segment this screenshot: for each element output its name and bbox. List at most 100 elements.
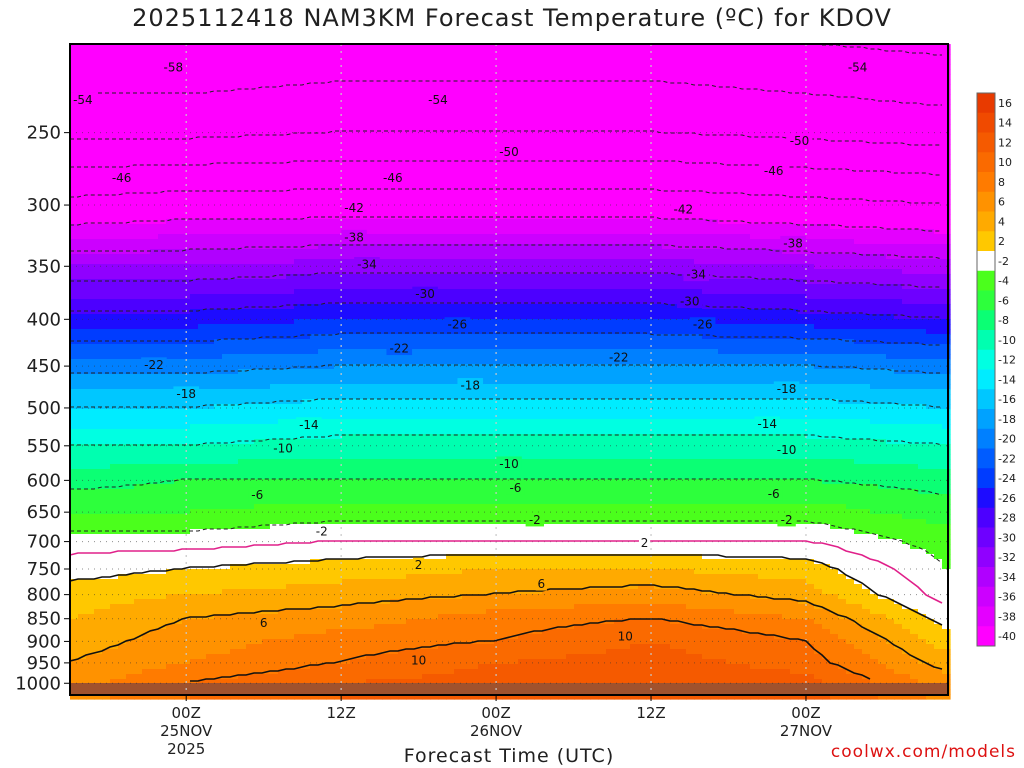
field-cell <box>470 209 479 215</box>
field-cell <box>438 174 447 180</box>
field-cell <box>630 94 639 100</box>
field-cell <box>350 184 359 190</box>
field-cell <box>638 184 647 190</box>
field-cell <box>846 134 855 140</box>
field-cell <box>190 224 199 230</box>
field-cell <box>302 189 311 195</box>
field-cell <box>806 164 815 170</box>
field-cell <box>134 169 143 175</box>
field-cell <box>710 189 719 195</box>
field-cell <box>334 244 343 250</box>
field-cell <box>286 74 295 80</box>
field-cell <box>926 204 935 210</box>
field-cell <box>102 144 111 150</box>
field-cell <box>918 104 927 110</box>
field-cell <box>926 104 935 110</box>
field-cell <box>614 154 623 160</box>
field-cell <box>646 149 655 155</box>
field-cell <box>526 264 535 270</box>
field-cell <box>526 244 535 250</box>
field-cell <box>310 194 319 200</box>
field-cell <box>350 169 359 175</box>
field-cell <box>134 79 143 85</box>
field-cell <box>518 204 527 210</box>
field-cell <box>102 124 111 130</box>
field-cell <box>686 164 695 170</box>
field-cell <box>926 109 935 115</box>
field-cell <box>150 164 159 170</box>
field-cell <box>454 119 463 125</box>
field-cell <box>590 194 599 200</box>
field-cell <box>702 109 711 115</box>
field-cell <box>390 229 399 235</box>
field-cell <box>534 89 543 95</box>
field-cell <box>70 74 79 80</box>
field-cell <box>750 209 759 215</box>
field-cell <box>430 234 439 240</box>
field-cell <box>534 94 543 100</box>
field-cell <box>622 209 631 215</box>
field-cell <box>806 74 815 80</box>
field-cell <box>822 94 831 100</box>
field-cell <box>78 229 87 235</box>
field-cell <box>422 79 431 85</box>
field-cell <box>422 139 431 145</box>
field-cell <box>510 239 519 245</box>
field-cell <box>870 104 879 110</box>
field-cell <box>454 109 463 115</box>
field-cell <box>302 124 311 130</box>
field-cell <box>126 104 135 110</box>
field-cell <box>214 69 223 75</box>
field-cell <box>198 89 207 95</box>
field-cell <box>118 69 127 75</box>
field-cell <box>534 149 543 155</box>
field-cell <box>678 144 687 150</box>
field-cell <box>374 189 383 195</box>
field-cell <box>574 79 583 85</box>
field-cell <box>366 234 375 240</box>
field-cell <box>494 59 503 65</box>
field-cell <box>494 169 503 175</box>
field-cell <box>422 59 431 65</box>
field-cell <box>294 219 303 225</box>
field-cell <box>334 84 343 90</box>
field-cell <box>470 124 479 130</box>
field-cell <box>414 249 423 255</box>
field-cell <box>302 254 311 260</box>
field-cell <box>622 114 631 120</box>
field-cell <box>254 254 263 260</box>
field-cell <box>430 239 439 245</box>
field-cell <box>710 64 719 70</box>
field-cell <box>502 184 511 190</box>
field-cell <box>150 244 159 250</box>
field-cell <box>358 119 367 125</box>
field-cell <box>614 224 623 230</box>
field-cell <box>854 214 863 220</box>
field-cell <box>334 119 343 125</box>
field-cell <box>710 264 719 270</box>
field-cell <box>798 194 807 200</box>
field-cell <box>358 49 367 55</box>
field-cell <box>686 109 695 115</box>
field-cell <box>382 129 391 135</box>
field-cell <box>718 79 727 85</box>
field-cell <box>110 119 119 125</box>
field-cell <box>566 99 575 105</box>
field-cell <box>926 184 935 190</box>
field-cell <box>350 174 359 180</box>
field-cell <box>398 184 407 190</box>
field-cell <box>358 89 367 95</box>
field-cell <box>750 109 759 115</box>
field-cell <box>622 144 631 150</box>
field-cell <box>486 179 495 185</box>
field-cell <box>846 189 855 195</box>
field-cell <box>870 69 879 75</box>
field-cell <box>798 249 807 255</box>
field-cell <box>910 54 919 60</box>
field-cell <box>102 114 111 120</box>
field-cell <box>494 54 503 60</box>
field-cell <box>910 199 919 205</box>
field-cell <box>150 154 159 160</box>
field-cell <box>118 124 127 130</box>
field-cell <box>814 69 823 75</box>
